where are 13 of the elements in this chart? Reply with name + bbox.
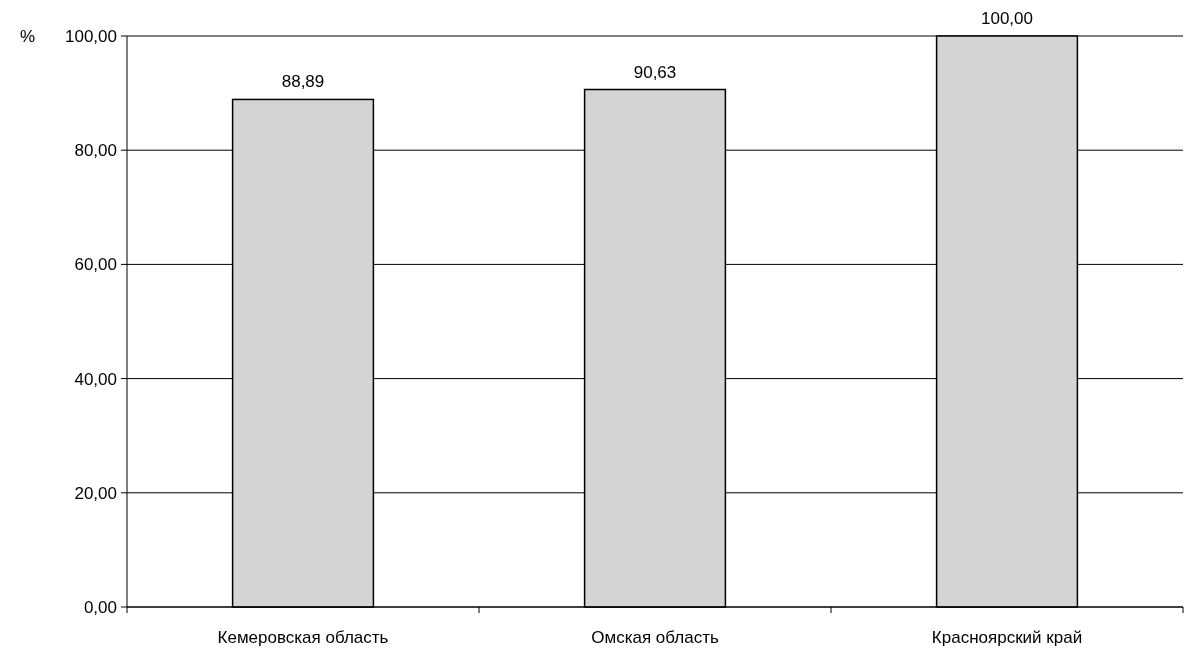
- y-tick-label: 100,00: [65, 26, 117, 46]
- y-tick-label: 0,00: [83, 597, 117, 617]
- y-axis-title: %: [20, 27, 36, 46]
- data-label: 90,63: [633, 62, 677, 82]
- y-tick-label: 80,00: [74, 141, 117, 161]
- x-tick-label: Омская область: [591, 628, 719, 647]
- y-tick-label: 60,00: [74, 255, 117, 275]
- x-tick-label: Кемеровская область: [217, 628, 389, 647]
- data-label: 88,89: [281, 72, 325, 92]
- data-label: 100,00: [981, 9, 1033, 28]
- y-tick-label: 20,00: [74, 483, 117, 503]
- y-tick-label: 40,00: [74, 369, 117, 389]
- x-tick-label: Красноярский край: [931, 628, 1083, 647]
